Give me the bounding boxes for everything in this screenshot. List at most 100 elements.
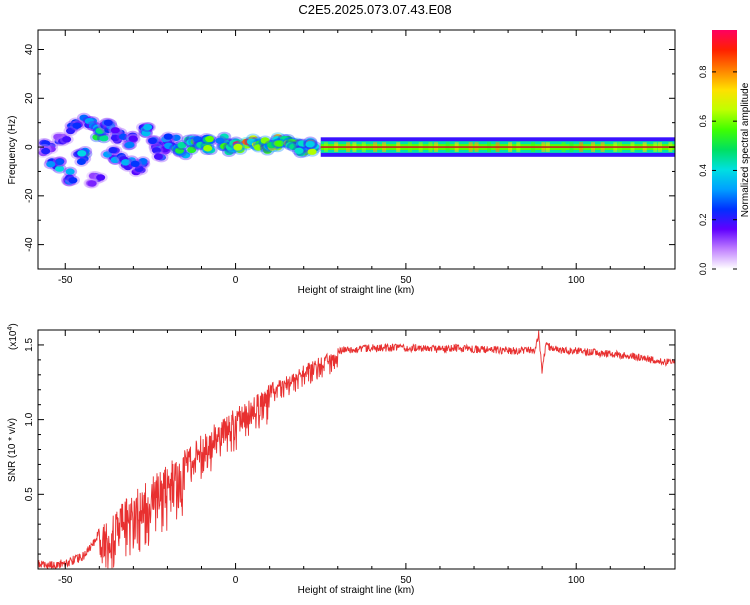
y-tick-label: 0.5 [24,487,35,501]
x-tick-label: 0 [233,275,239,286]
heat-cell [103,119,113,126]
heat-cell [253,144,263,151]
x-tick-label: 0 [233,575,239,586]
heat-cell [205,135,215,143]
colorbar: 0.0 0.2 0.4 0.6 0.8 Normalized spectral ampl… [698,30,750,275]
heat-cell [203,145,213,152]
heat-cell [196,141,206,149]
heat-cell [55,165,65,172]
snr-scale-prefix: (x10 [8,330,19,350]
heat-cell [110,156,120,164]
heat-cell [187,146,197,154]
colorbar-fill [712,30,737,269]
heat-cell [41,147,51,155]
heat-cell [103,151,113,158]
x-tick-label: 50 [400,275,412,286]
colorbar-ticks: 0.0 0.2 0.4 0.6 0.8 [698,66,737,276]
spectrogram-y-ticks: -40 -20 0 20 40 [24,44,675,270]
heat-cell [62,136,72,143]
heat-cell [96,174,106,181]
heat-cell [141,129,151,137]
snr-panel: -50 0 50 100 0.5 1.0 1.5 Height of straight l… [7,323,676,596]
heat-cell [46,160,56,168]
heat-cell [147,137,157,145]
x-tick-label: -50 [58,275,73,286]
heat-cell [175,147,185,154]
snr-background [38,330,675,569]
heat-cell [193,136,203,143]
heat-cell [275,140,285,147]
snr-series-line [38,330,675,569]
heat-cell [95,127,105,134]
colorbar-tick-label: 0.0 [698,263,708,276]
heat-cell [121,159,131,166]
x-tick-label: 100 [568,575,585,586]
heat-cell [110,134,120,142]
y-tick-label: 1.0 [24,412,35,426]
colorbar-tick-label: 0.4 [698,164,708,177]
colorbar-tick-label: 0.2 [698,213,708,226]
heat-cell [119,133,129,140]
x-tick-label: 100 [568,275,585,286]
heat-cell [125,141,135,149]
y-tick-label: 1.5 [24,338,35,352]
heat-cell [305,141,315,148]
heat-cell [177,141,187,149]
heat-cell [55,158,65,166]
svg-text:(x104): (x104) [7,323,19,350]
spectrogram-x-label: Height of straight line (km) [298,285,415,296]
snr-x-ticks: -50 0 50 100 [58,330,645,586]
heat-cell [99,135,109,142]
heat-cell [233,143,243,151]
snr-y-label: SNR (10 * v/v) [7,418,18,482]
snr-y-ticks: 0.5 1.0 1.5 [24,338,675,555]
spectrogram-panel: -50 0 50 100 -40 -20 0 20 40 Height of straight… [7,29,676,296]
heat-cell [134,165,144,173]
spectrogram-frame [37,29,676,270]
figure-title: C2E5.2025.073.07.43.E08 [298,2,451,17]
heat-cell [297,140,307,147]
heat-cell [92,133,102,141]
heat-cell [53,133,63,141]
heat-cell [68,177,78,184]
colorbar-label: Normalized spectral amplitude [740,82,750,217]
colorbar-tick-label: 0.8 [698,66,708,79]
heat-cell [260,137,270,144]
heat-cell [151,147,161,154]
heat-cell [143,123,153,131]
snr-scale-label: (x104) [7,323,19,350]
x-tick-label: -50 [58,575,73,586]
heat-cell [88,172,98,180]
y-tick-label: 0 [24,144,35,150]
snr-scale-suffix: ) [8,323,19,326]
y-tick-label: 20 [24,92,35,104]
heat-cell [72,122,82,129]
y-tick-label: -40 [24,237,35,252]
spectrogram-y-label: Frequency (Hz) [7,116,18,185]
spectrogram-x-ticks: -50 0 50 100 [58,30,645,286]
heat-cell [108,146,118,154]
snr-x-label: Height of straight line (km) [298,585,415,596]
heat-cell [66,127,76,135]
heat-cell [153,153,163,160]
heat-cell [110,127,120,134]
spectrogram-marks [38,112,675,189]
heat-cell [84,117,94,125]
heat-cell [128,135,138,142]
x-tick-label: 50 [400,575,412,586]
heat-cell [41,140,51,147]
heat-cell [164,142,174,150]
heat-cell [77,150,87,157]
heat-cell [215,137,225,144]
heat-cell [138,158,148,165]
heat-cell [171,134,181,141]
heat-cell [87,180,97,187]
heat-cell [65,168,75,175]
heat-cell [163,133,173,140]
snr-scale-exponent: 4 [7,327,14,331]
heat-cell [294,147,304,154]
heat-cell [76,158,86,165]
y-tick-label: -20 [24,188,35,203]
y-tick-label: 40 [24,44,35,56]
